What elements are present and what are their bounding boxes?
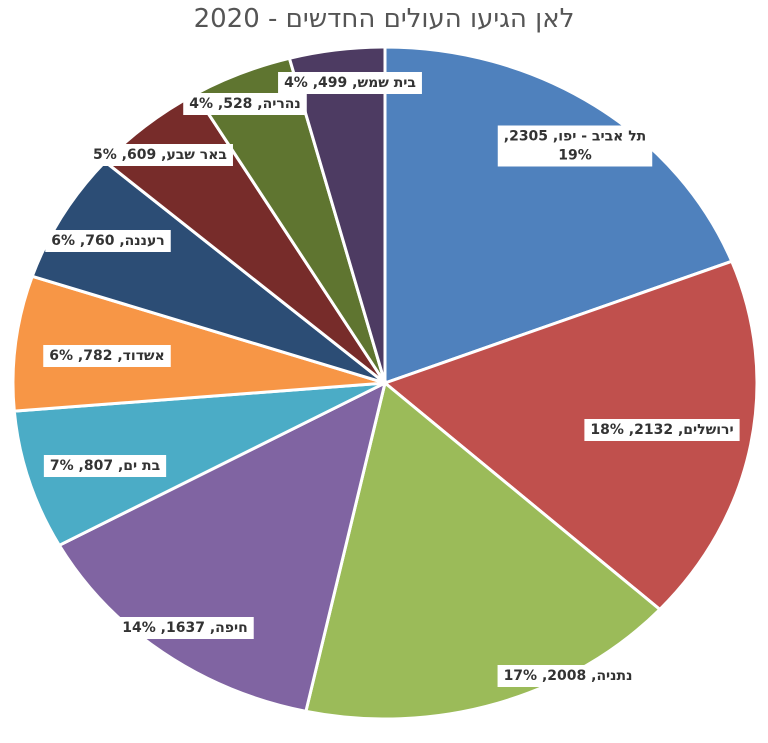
slice-label-text: ירושלים, 2132, 18%	[590, 422, 733, 438]
pie-slice	[304, 380, 663, 721]
slice-label-box	[497, 665, 639, 687]
slice-label: ירושלים, 2132, 18%	[584, 419, 740, 441]
slice-label-text: באר שבע, 609, 5%	[93, 147, 227, 163]
slice-label-text: חיפה, 1637, 14%	[122, 620, 247, 636]
slice-label-box	[116, 617, 254, 639]
slice-label-text: תל אביב - יפו, 2305,	[504, 129, 646, 145]
slice-label-text: בת ים, 807, 7%	[50, 458, 160, 474]
slice-label-box	[45, 230, 171, 252]
pie-slice	[287, 45, 387, 384]
slice-label-box	[497, 125, 653, 167]
slice-label: רעננה, 760, 6%	[45, 230, 171, 252]
slice-label-box	[43, 345, 171, 367]
slice-label-box	[278, 72, 422, 94]
slice-label: בית שמש, 499, 4%	[278, 72, 422, 94]
slice-label-box	[87, 144, 233, 166]
pie-labels: תל אביב - יפו, 2305, 19% ירושלים, 2132, 18…	[43, 72, 740, 687]
slice-label-box	[584, 419, 740, 441]
slice-label-text: נהריה, 528, 4%	[189, 96, 301, 112]
slice-label: נתניה, 2008, 17%	[497, 665, 639, 687]
slice-label: תל אביב - יפו, 2305, 19%	[497, 125, 653, 167]
pie-slice	[383, 45, 734, 386]
slice-label: באר שבע, 609, 5%	[87, 144, 233, 166]
pie-slices	[11, 45, 759, 721]
slice-label-box	[183, 93, 307, 115]
pie-slice	[381, 259, 759, 612]
slice-label: נהריה, 528, 4%	[183, 93, 307, 115]
pie-slice	[11, 274, 386, 413]
slice-label: בת ים, 807, 7%	[43, 455, 167, 477]
slice-label-text: רעננה, 760, 6%	[51, 233, 164, 249]
chart-title: לאן הגיעו העולים החדשים - 2020	[193, 4, 575, 34]
slice-label-percent: 19%	[558, 148, 592, 164]
slice-label: אשדוד, 782, 6%	[43, 345, 171, 367]
pie-slice	[12, 381, 386, 548]
slice-label-text: אשדוד, 782, 6%	[49, 348, 165, 364]
slice-label-text: נתניה, 2008, 17%	[504, 668, 633, 684]
slice-label-text: בית שמש, 499, 4%	[284, 75, 416, 91]
slice-label-box	[43, 455, 167, 477]
slice-label: חיפה, 1637, 14%	[116, 617, 254, 639]
